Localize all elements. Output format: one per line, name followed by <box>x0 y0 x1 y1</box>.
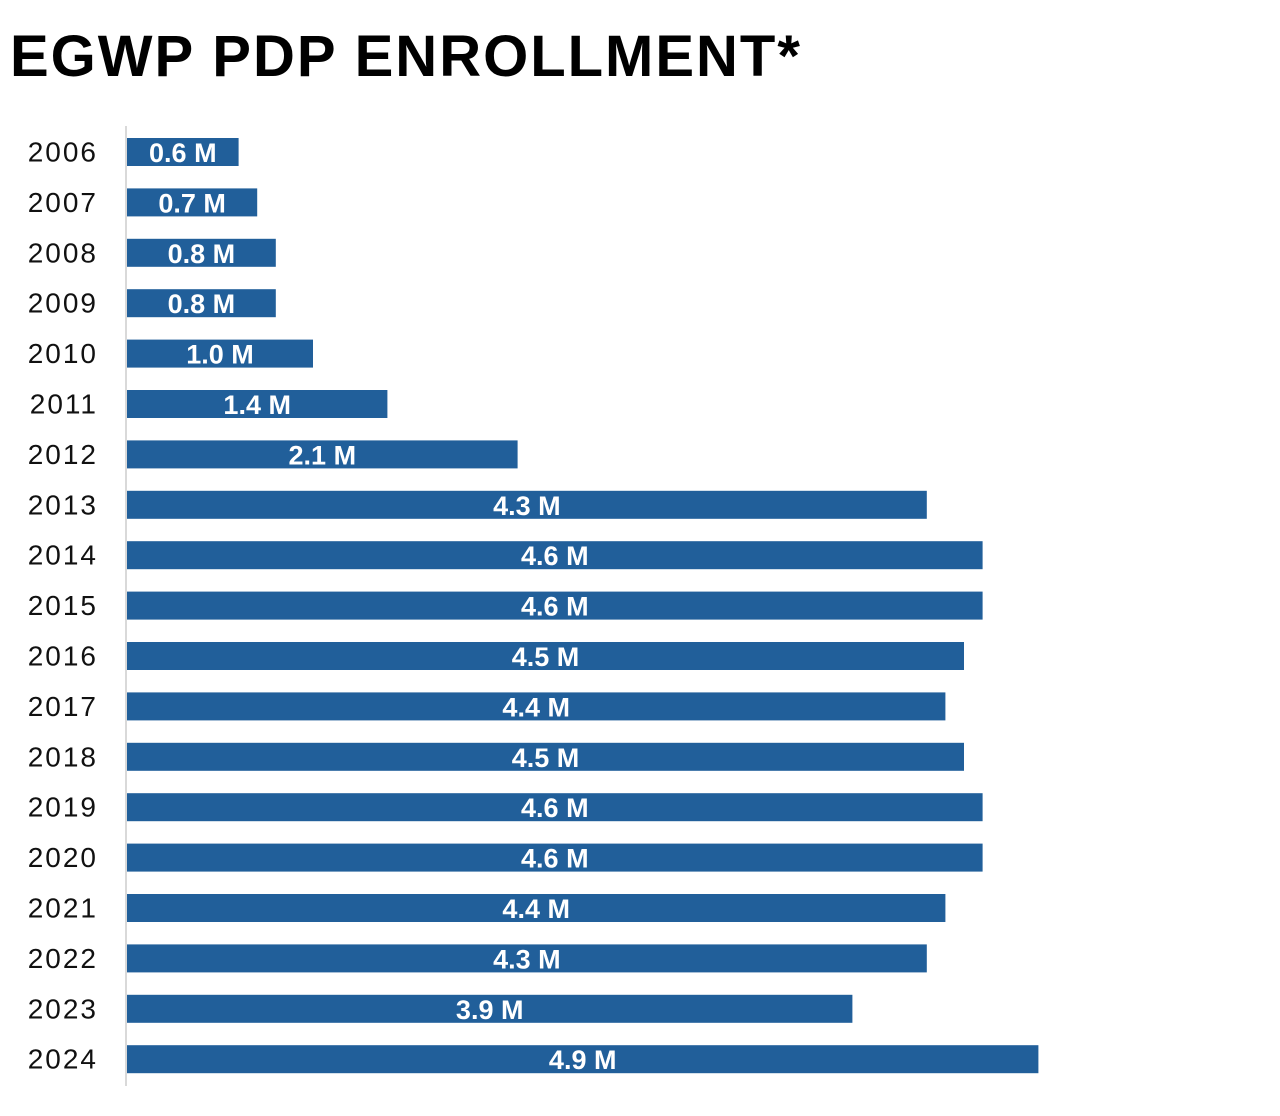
bar <box>127 1045 1039 1074</box>
bar <box>127 490 927 519</box>
year-label: 2012 <box>28 439 98 470</box>
bar <box>127 944 927 973</box>
data-label: 4.4 M <box>502 692 570 722</box>
data-label: 4.3 M <box>493 491 561 521</box>
year-label: 2014 <box>28 540 98 571</box>
bar <box>127 390 388 418</box>
data-label: 2.1 M <box>289 440 357 470</box>
data-label: 4.5 M <box>512 642 580 672</box>
bar <box>127 843 983 872</box>
bar <box>127 289 276 318</box>
data-label: 4.6 M <box>521 844 589 874</box>
bars-group: 2006 0.6 M 2007 0.7 M 2008 0.8 M 2009 0.8 M 2010… <box>28 137 1039 1075</box>
data-label: 4.9 M <box>549 1045 617 1075</box>
bar <box>127 894 946 922</box>
year-label: 2011 <box>30 389 98 420</box>
year-label: 2010 <box>28 338 98 369</box>
data-label: 0.8 M <box>168 239 236 269</box>
year-label: 2013 <box>28 489 98 520</box>
year-label: 2009 <box>28 288 98 319</box>
year-label: 2007 <box>28 187 98 218</box>
bar <box>127 238 276 267</box>
data-label: 4.6 M <box>521 592 589 622</box>
year-label: 2018 <box>28 741 98 772</box>
year-label: 2024 <box>28 1044 98 1075</box>
data-label: 0.6 M <box>149 138 217 168</box>
year-label: 2021 <box>28 893 98 924</box>
bar <box>127 188 258 217</box>
bar <box>127 138 239 166</box>
data-label: 1.0 M <box>186 340 254 370</box>
year-label: 2008 <box>28 237 98 268</box>
year-label: 2020 <box>28 842 98 873</box>
bar <box>127 591 983 620</box>
year-label: 2023 <box>28 993 98 1024</box>
data-label: 4.4 M <box>502 894 570 924</box>
data-label: 0.8 M <box>168 289 236 319</box>
data-label: 0.7 M <box>158 188 226 218</box>
data-label: 4.6 M <box>521 541 589 571</box>
bar <box>127 793 983 822</box>
data-label: 4.3 M <box>493 944 561 974</box>
bar <box>127 642 964 670</box>
data-label: 3.9 M <box>456 995 524 1025</box>
year-label: 2017 <box>28 691 98 722</box>
year-label: 2015 <box>28 590 98 621</box>
year-label: 2006 <box>28 137 98 168</box>
bar <box>127 742 964 771</box>
bar <box>127 440 518 469</box>
chart-title: EGWP PDP ENROLLMENT* <box>10 24 802 89</box>
data-label: 1.4 M <box>223 390 291 420</box>
bar <box>127 541 983 570</box>
data-label: 4.5 M <box>512 743 580 773</box>
bar <box>127 994 853 1023</box>
year-label: 2016 <box>28 641 98 672</box>
year-label: 2022 <box>28 943 98 974</box>
bar <box>127 339 313 368</box>
year-label: 2019 <box>28 792 98 823</box>
data-label: 4.6 M <box>521 793 589 823</box>
bar <box>127 692 946 721</box>
